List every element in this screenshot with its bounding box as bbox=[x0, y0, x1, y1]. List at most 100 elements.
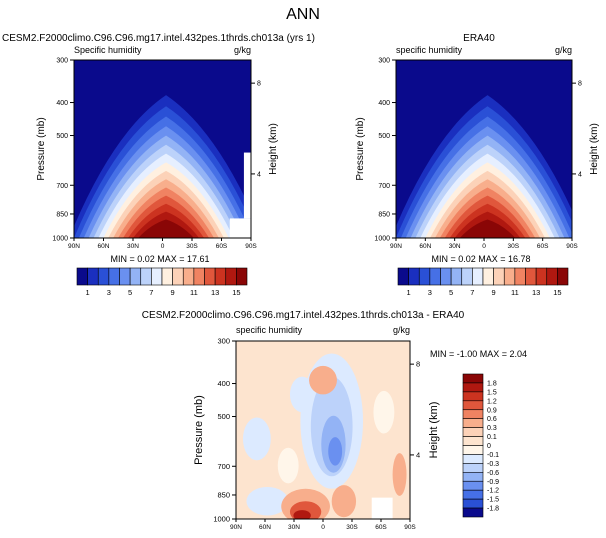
stats-text: MIN = 0.02 MAX = 16.78 bbox=[431, 254, 530, 264]
x-tick-label: 60S bbox=[216, 243, 228, 250]
colorbar-label: 1 bbox=[407, 288, 411, 297]
y-axis-label: Pressure (mb) bbox=[36, 117, 47, 180]
y-tick-label: 700 bbox=[56, 183, 68, 190]
x-tick-label: 30S bbox=[508, 243, 520, 250]
panel-difference: CESM2.F2000climo.C96.C96.mg17.intel.432p… bbox=[142, 310, 527, 531]
x-tick-label: 30N bbox=[127, 243, 139, 250]
colorbar-label: -0.1 bbox=[487, 452, 499, 459]
colorbar-left: 1 3 5 7 9 11 13 15 bbox=[76, 267, 248, 297]
panel-title: CESM2.F2000climo.C96.C96.mg17.intel.432p… bbox=[2, 33, 315, 44]
x-tick-label: 30S bbox=[186, 243, 198, 250]
colorbar-swatch bbox=[418, 267, 431, 286]
y-tick-label: 500 bbox=[378, 133, 390, 140]
y-tick-label: 1000 bbox=[374, 236, 390, 243]
colorbar-label: 15 bbox=[232, 288, 240, 297]
y-axis-right-label: Height (km) bbox=[589, 123, 600, 175]
y-tick-label: 850 bbox=[378, 211, 390, 218]
colorbar-label: 13 bbox=[211, 288, 219, 297]
y-right-tick-label: 4 bbox=[578, 171, 582, 178]
y-tick-label: 400 bbox=[56, 100, 68, 107]
colorbar-label: -1.2 bbox=[487, 488, 499, 495]
colorbar-swatch bbox=[204, 267, 216, 286]
colorbar-label: -1.8 bbox=[487, 506, 499, 513]
colorbar-label: 0.9 bbox=[487, 407, 497, 414]
variable-label: specific humidity bbox=[396, 45, 463, 55]
colorbar-swatch bbox=[225, 267, 237, 286]
y-right-tick-label: 8 bbox=[257, 81, 261, 88]
page-title: ANN bbox=[286, 6, 320, 23]
y-tick-label: 700 bbox=[378, 183, 390, 190]
colorbar-swatch bbox=[161, 267, 173, 286]
colorbar-swatch bbox=[525, 267, 537, 286]
y-axis-right-label: Height (km) bbox=[428, 402, 440, 459]
colorbar-difference: 1.8 1.5 1.2 0.9 0.6 0.3 0.1 0 -0.1 -0.3 -0.6 -0.9 -1… bbox=[462, 373, 499, 518]
contour-band bbox=[138, 219, 194, 238]
colorbar-label: 15 bbox=[553, 288, 561, 297]
contour-band bbox=[277, 447, 299, 484]
y-axis-right-label: Height (km) bbox=[268, 123, 279, 175]
colorbar-swatch bbox=[119, 267, 131, 286]
colorbar-label: 7 bbox=[470, 288, 474, 297]
variable-label: specific humidity bbox=[236, 325, 303, 335]
missing-data bbox=[229, 218, 251, 238]
x-tick-label: 60S bbox=[537, 243, 549, 250]
x-tick-label: 60N bbox=[419, 243, 431, 250]
x-tick-label: 90N bbox=[230, 524, 242, 531]
x-tick-label: 90S bbox=[566, 243, 578, 250]
contour-band bbox=[392, 453, 407, 496]
colorbar-label: -0.9 bbox=[487, 479, 499, 486]
x-tick-label: 30S bbox=[346, 524, 358, 531]
colorbar-label: 0.1 bbox=[487, 434, 497, 441]
colorbar-label: 0.3 bbox=[487, 425, 497, 432]
y-tick-label: 300 bbox=[378, 58, 390, 65]
units-label: g/kg bbox=[393, 325, 410, 335]
y-tick-label: 850 bbox=[217, 490, 230, 499]
y-tick-label: 700 bbox=[217, 462, 230, 471]
colorbar-label: 5 bbox=[128, 288, 132, 297]
colorbar-label: 3 bbox=[107, 288, 111, 297]
y-tick-label: 300 bbox=[217, 337, 230, 346]
panel-title: CESM2.F2000climo.C96.C96.mg17.intel.432p… bbox=[142, 310, 465, 321]
contour-band bbox=[242, 417, 271, 461]
y-right-tick-label: 4 bbox=[416, 450, 420, 459]
colorbar-swatch bbox=[462, 391, 484, 402]
colorbar-swatch bbox=[461, 267, 473, 286]
y-axis-label: Pressure (mb) bbox=[355, 117, 366, 180]
colorbar-swatch bbox=[462, 427, 484, 437]
x-tick-label: 0 bbox=[161, 243, 165, 250]
colorbar-swatch bbox=[462, 463, 484, 473]
colorbar-swatch bbox=[76, 267, 88, 286]
y-tick-label: 1000 bbox=[213, 515, 230, 524]
colorbar-label: 11 bbox=[511, 288, 519, 297]
x-tick-label: 90S bbox=[404, 524, 416, 531]
y-tick-label: 400 bbox=[217, 379, 230, 388]
panel-obs: ERA40 specific humidity g/kg 300 400 500 70… bbox=[355, 33, 600, 264]
colorbar-swatch bbox=[97, 267, 110, 286]
units-label: g/kg bbox=[555, 45, 572, 55]
colorbar-swatch bbox=[557, 267, 569, 286]
colorbar-label: 9 bbox=[492, 288, 496, 297]
colorbar-swatch bbox=[214, 267, 227, 286]
x-tick-label: 90N bbox=[390, 243, 402, 250]
stats-text: MIN = -1.00 MAX = 2.04 bbox=[430, 349, 527, 359]
colorbar-swatch bbox=[535, 267, 548, 286]
panel-model: CESM2.F2000climo.C96.C96.mg17.intel.432p… bbox=[2, 33, 315, 264]
colorbar-swatch bbox=[87, 267, 99, 286]
x-tick-label: 60S bbox=[375, 524, 387, 531]
y-tick-label: 850 bbox=[56, 211, 68, 218]
colorbar-label: 9 bbox=[171, 288, 175, 297]
colorbar-label: 0 bbox=[487, 443, 491, 450]
plot-area: 300 400 500 700 850 1000 8 4 90N 60N 30N 0 30S 60S 90S bbox=[374, 58, 582, 251]
contour-band bbox=[293, 510, 311, 519]
colorbar-label: 11 bbox=[190, 288, 198, 297]
colorbar-swatch bbox=[397, 267, 409, 286]
y-tick-label: 1000 bbox=[52, 236, 68, 243]
y-tick-label: 500 bbox=[56, 133, 68, 140]
colorbar-swatch bbox=[462, 445, 484, 455]
y-right-tick-label: 4 bbox=[257, 171, 261, 178]
colorbar-label: 1 bbox=[86, 288, 90, 297]
x-tick-label: 30N bbox=[288, 524, 300, 531]
colorbar-swatch bbox=[408, 267, 420, 286]
y-right-tick-label: 8 bbox=[578, 81, 582, 88]
x-tick-label: 60N bbox=[259, 524, 271, 531]
